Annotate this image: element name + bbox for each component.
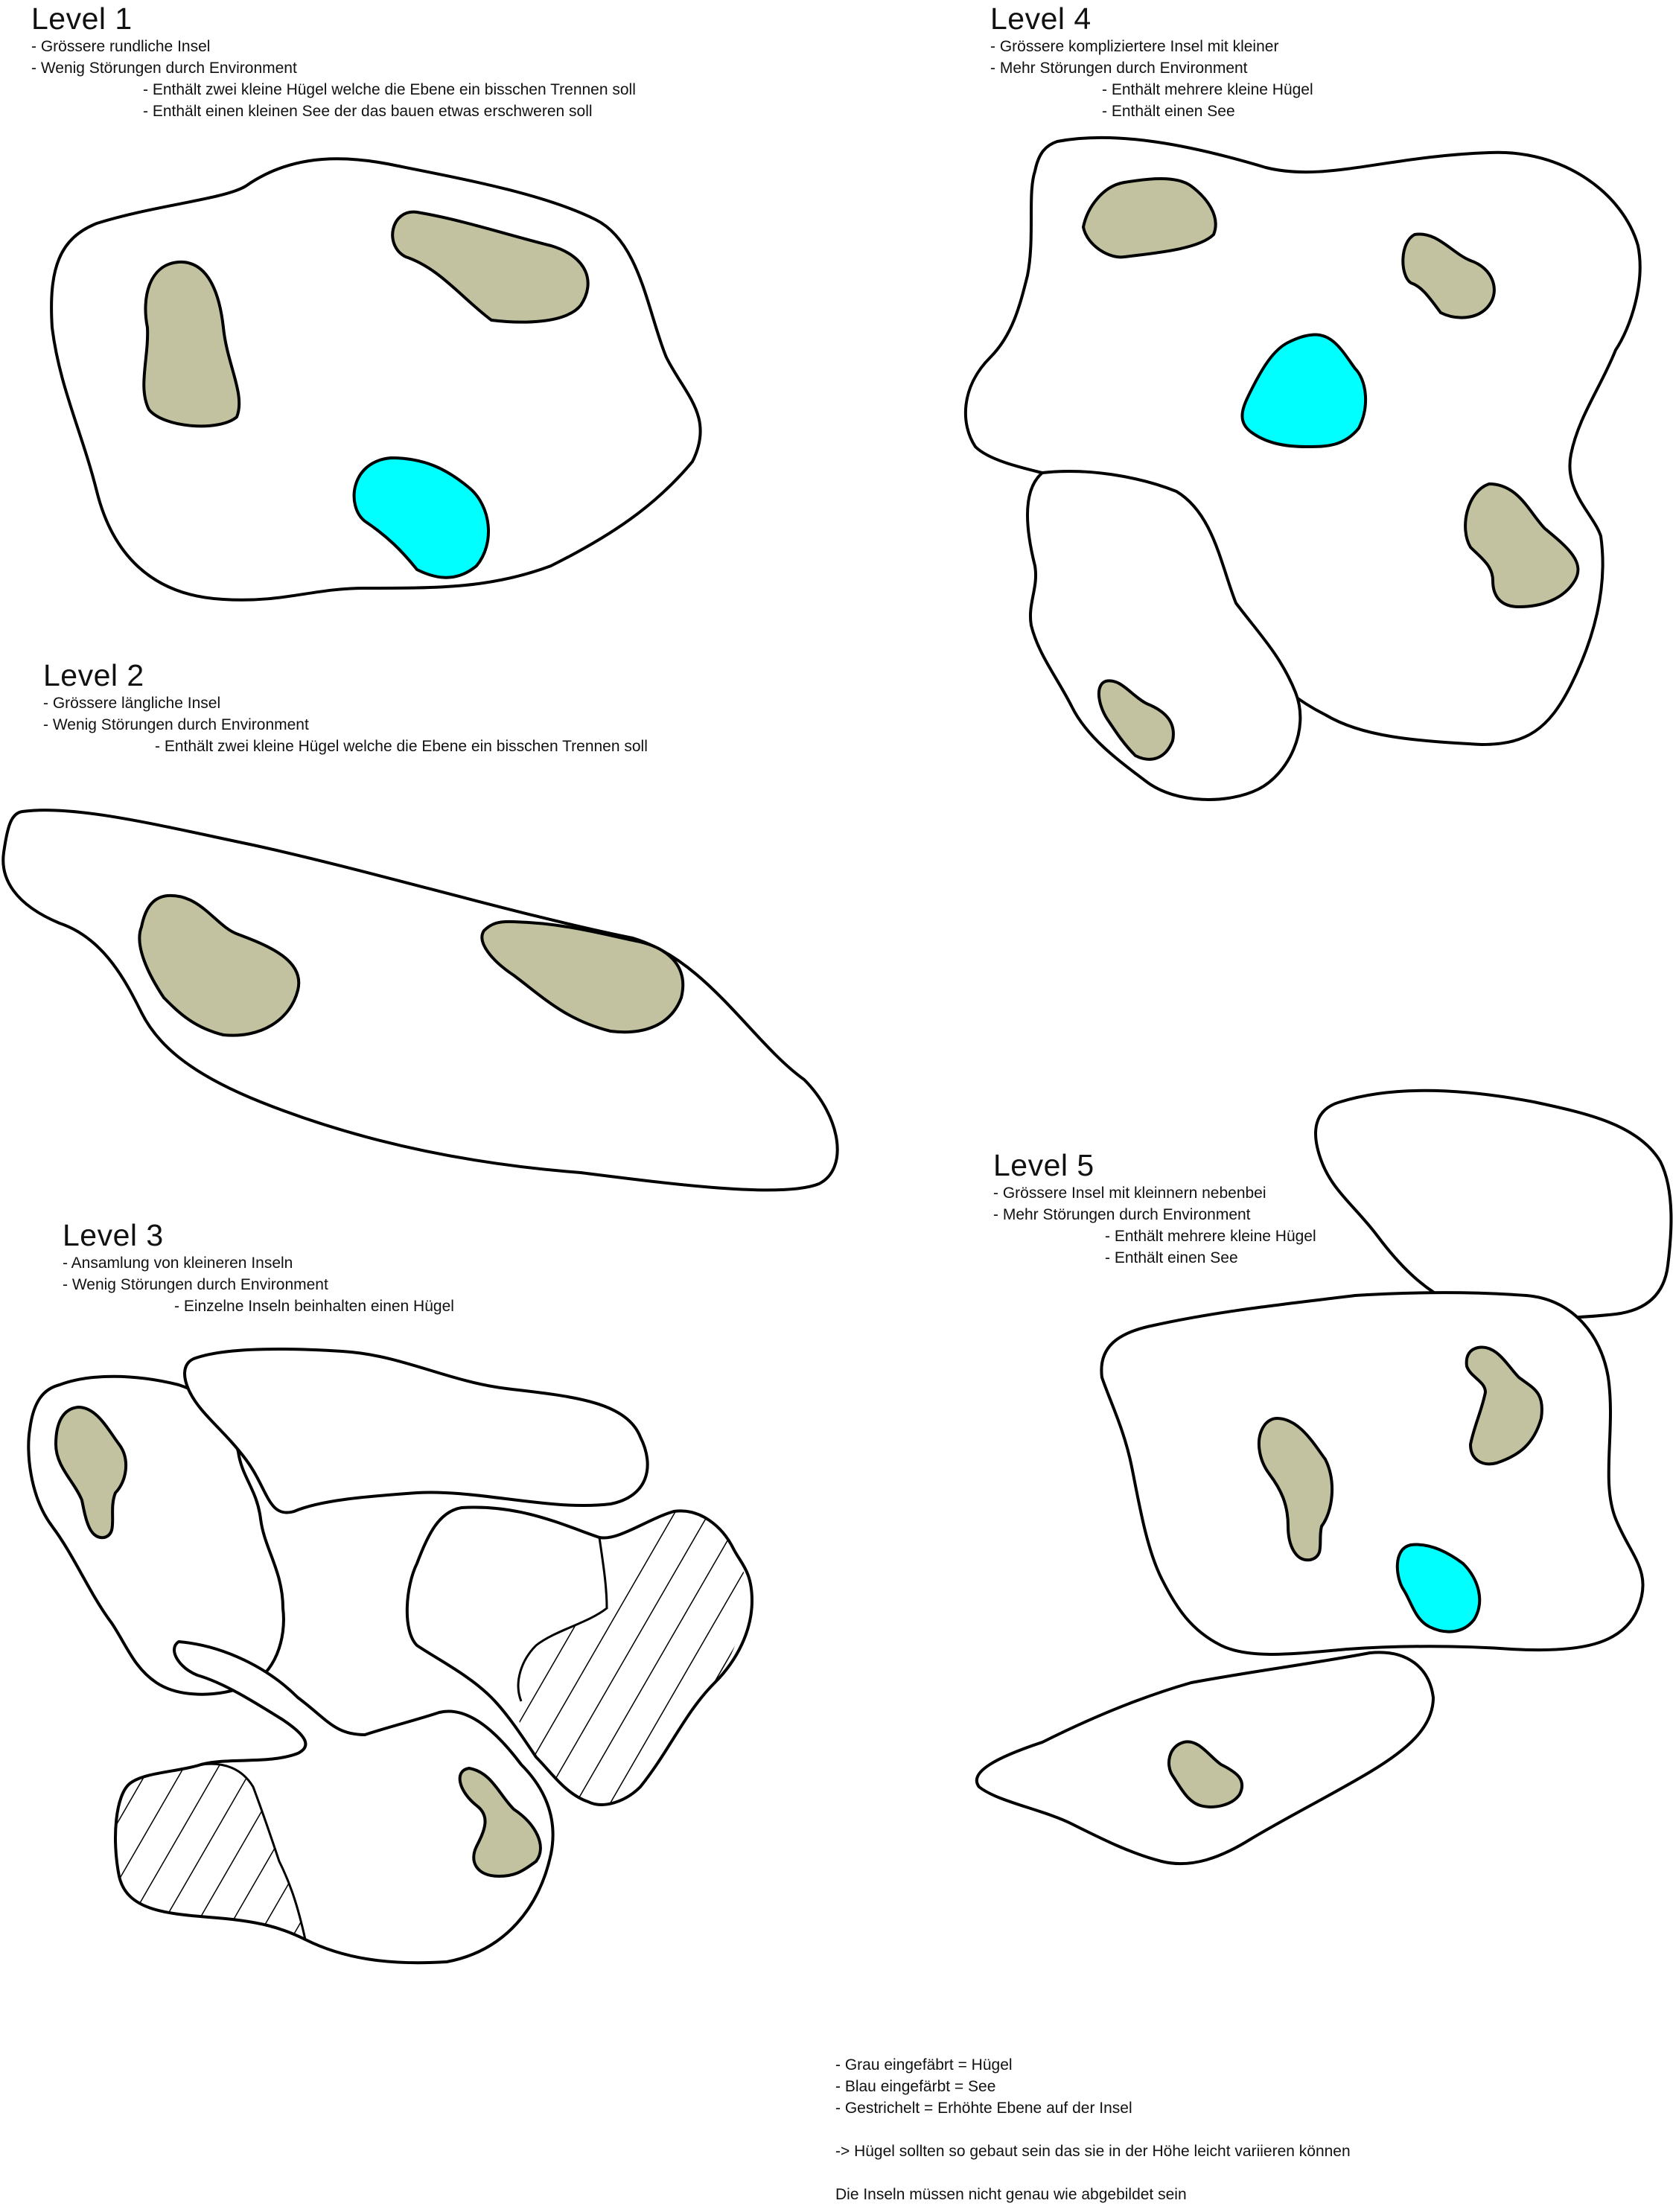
- level-5-lake: [1395, 1543, 1482, 1633]
- level-1-line-2: - Wenig Störungen durch Environment: [31, 60, 297, 77]
- level-3-line-2: - Wenig Störungen durch Environment: [63, 1276, 328, 1293]
- level-3-line-3: - Einzelne Inseln beinhalten einen Hügel: [174, 1298, 454, 1315]
- level-3-raised-area-1: [518, 1511, 746, 1805]
- level-4-hill-d: [1097, 679, 1175, 761]
- legend: - Grau eingefäbrt = Hügel - Blau eingefä…: [835, 2054, 1351, 2205]
- level-5-hill-b: [1257, 1417, 1334, 1562]
- level-1-title: Level 1: [31, 1, 133, 36]
- level-3-island-2: [183, 1348, 649, 1514]
- level-5-hill-a: [1465, 1345, 1543, 1466]
- legend-note: -> Hügel sollten so gebaut sein das sie …: [835, 2143, 1351, 2160]
- level-5-description: Level 5 - Grössere Insel mit kleinnern n…: [993, 1148, 1316, 1269]
- level-2-line-1: - Grössere längliche Insel: [43, 695, 221, 712]
- level-2-title: Level 2: [43, 658, 144, 692]
- legend-lake: - Blau eingefärbt = See: [835, 2078, 996, 2095]
- level-2-island: [1, 809, 839, 1192]
- level-5-line-2: - Mehr Störungen durch Environment: [993, 1206, 1251, 1223]
- level-1-line-4: - Enthält einen kleinen See der das baue…: [143, 103, 593, 120]
- level-5-line-1: - Grössere Insel mit kleinnern nebenbei: [993, 1185, 1266, 1202]
- level-4-line-2: - Mehr Störungen durch Environment: [990, 60, 1248, 77]
- level-1-line-3: - Enthält zwei kleine Hügel welche die E…: [143, 81, 636, 98]
- level-5-island-top: [1314, 1089, 1673, 1319]
- level-2-map: [1, 809, 839, 1192]
- level-3-line-1: - Ansamlung von kleineren Inseln: [63, 1255, 293, 1272]
- legend-raised: - Gestrichelt = Erhöhte Ebene auf der In…: [835, 2100, 1132, 2117]
- level-5-title: Level 5: [993, 1148, 1094, 1182]
- level-1-hill-a: [142, 260, 241, 428]
- level-4-hill-b: [1401, 232, 1496, 319]
- level-4-line-4: - Enthält einen See: [1102, 103, 1235, 120]
- level-1-line-1: - Grössere rundliche Insel: [31, 38, 211, 55]
- level-3-title: Level 3: [63, 1218, 164, 1252]
- level-3-map: [27, 1348, 753, 1965]
- level-1-description: Level 1 - Grössere rundliche Insel - Wen…: [31, 1, 636, 122]
- level-1-hill-b: [391, 210, 590, 324]
- level-5-line-4: - Enthält einen See: [1105, 1249, 1238, 1266]
- level-2-hill-a: [138, 893, 301, 1037]
- legend-hill: - Grau eingefäbrt = Hügel: [835, 2056, 1013, 2074]
- level-4-hill-a: [1082, 177, 1217, 259]
- level-4-title: Level 4: [990, 1, 1092, 36]
- level-2-hill-b: [480, 919, 685, 1034]
- level-4-map: [963, 136, 1642, 801]
- level-3-raised-area-2: [115, 1764, 305, 1940]
- level-3-raised-edge: [200, 1762, 307, 1940]
- level-5-island-main: [1100, 1291, 1645, 1656]
- level-4-lake: [1240, 333, 1368, 448]
- level-4-line-1: - Grössere kompliziertere Insel mit klei…: [990, 38, 1279, 55]
- level-1-map: [50, 157, 702, 602]
- level-4-line-3: - Enthält mehrere kleine Hügel: [1102, 81, 1313, 98]
- level-3-description: Level 3 - Ansamlung von kleineren Inseln…: [63, 1218, 454, 1317]
- level-3-hill-1: [54, 1406, 128, 1540]
- level-1-lake: [352, 456, 490, 579]
- level-5-line-3: - Enthält mehrere kleine Hügel: [1105, 1228, 1316, 1245]
- level-2-line-3: - Enthält zwei kleine Hügel welche die E…: [155, 738, 648, 755]
- level-3-hill-2: [458, 1767, 542, 1878]
- level-5-map: [975, 1089, 1673, 1866]
- level-4-description: Level 4 - Grössere kompliziertere Insel …: [990, 1, 1313, 122]
- level-4-hill-c: [1464, 482, 1580, 608]
- level-2-line-2: - Wenig Störungen durch Environment: [43, 716, 309, 733]
- level-5-hill-c: [1167, 1740, 1244, 1808]
- level-4-island-small: [1026, 470, 1302, 801]
- legend-footer: Die Inseln müssen nicht genau wie abgebi…: [835, 2186, 1187, 2203]
- level-2-description: Level 2 - Grössere längliche Insel - Wen…: [43, 658, 648, 757]
